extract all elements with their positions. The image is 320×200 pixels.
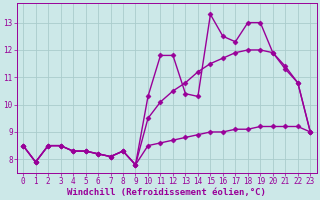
X-axis label: Windchill (Refroidissement éolien,°C): Windchill (Refroidissement éolien,°C): [67, 188, 266, 197]
